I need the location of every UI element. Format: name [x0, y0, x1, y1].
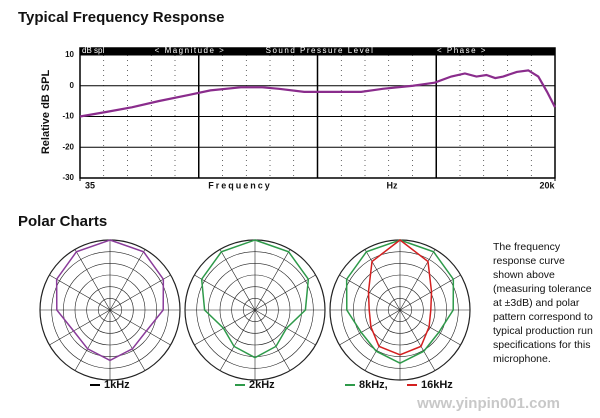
- data-line: [79, 69, 556, 118]
- legend-label: 2kHz: [249, 379, 275, 391]
- y-tick-label: -30: [62, 173, 74, 182]
- polar-spoke: [254, 274, 316, 311]
- x-axis-label: Frequency: [208, 180, 272, 190]
- polar-line: [345, 239, 455, 365]
- polar-spoke: [49, 274, 111, 311]
- y-tick-label: -20: [62, 142, 74, 151]
- polar-spoke: [74, 249, 111, 311]
- polar-spoke: [109, 309, 171, 346]
- x-tick-label: 20k: [539, 180, 555, 190]
- polar-spoke: [399, 274, 461, 311]
- polar-spoke: [399, 249, 436, 311]
- y-axis-label: Relative dB SPL: [40, 70, 52, 155]
- legend-label: 8kHz,: [359, 379, 388, 391]
- chart-title: Typical Frequency Response: [18, 9, 224, 26]
- banner-label: < Magnitude >: [155, 46, 226, 55]
- y-tick-label: -10: [62, 112, 74, 121]
- legend-label: 1kHz: [104, 379, 130, 391]
- x-tick-label: 35: [85, 180, 95, 190]
- y-tick-label: 10: [65, 50, 74, 59]
- legend-label: 16kHz: [421, 379, 453, 391]
- polar-spoke: [254, 309, 316, 346]
- polar-spoke: [219, 309, 256, 371]
- polar-spoke: [364, 249, 401, 311]
- polar-spoke: [194, 309, 256, 346]
- polar-spoke: [109, 309, 146, 371]
- polar-line: [55, 239, 165, 362]
- polar-spoke: [74, 309, 111, 371]
- polar-spoke: [339, 309, 401, 346]
- polar-line: [367, 239, 433, 356]
- x-axis-unit: Hz: [387, 180, 398, 190]
- polar-spoke: [364, 309, 401, 371]
- polar-spoke: [339, 274, 401, 311]
- polar-spoke: [254, 309, 291, 371]
- y-tick-label: 0: [70, 81, 75, 90]
- polar-spoke: [219, 249, 256, 311]
- banner-label: Sound Pressure Level: [266, 46, 375, 55]
- polar-spoke: [109, 274, 171, 311]
- banner-strip: [80, 48, 555, 55]
- unit-label: dB spl: [82, 46, 104, 55]
- polar-spoke: [399, 309, 461, 346]
- chart-title: Polar Charts: [18, 213, 107, 230]
- polar-spoke: [399, 309, 436, 371]
- banner-label: < Phase >: [437, 46, 487, 55]
- note: The frequency response curve shown above…: [493, 241, 593, 365]
- polar-spoke: [194, 274, 256, 311]
- polar-spoke: [109, 249, 146, 311]
- watermark: www.yinpin001.com: [416, 395, 560, 412]
- polar-spoke: [254, 249, 291, 311]
- polar-spoke: [49, 309, 111, 346]
- polar-line: [200, 239, 310, 359]
